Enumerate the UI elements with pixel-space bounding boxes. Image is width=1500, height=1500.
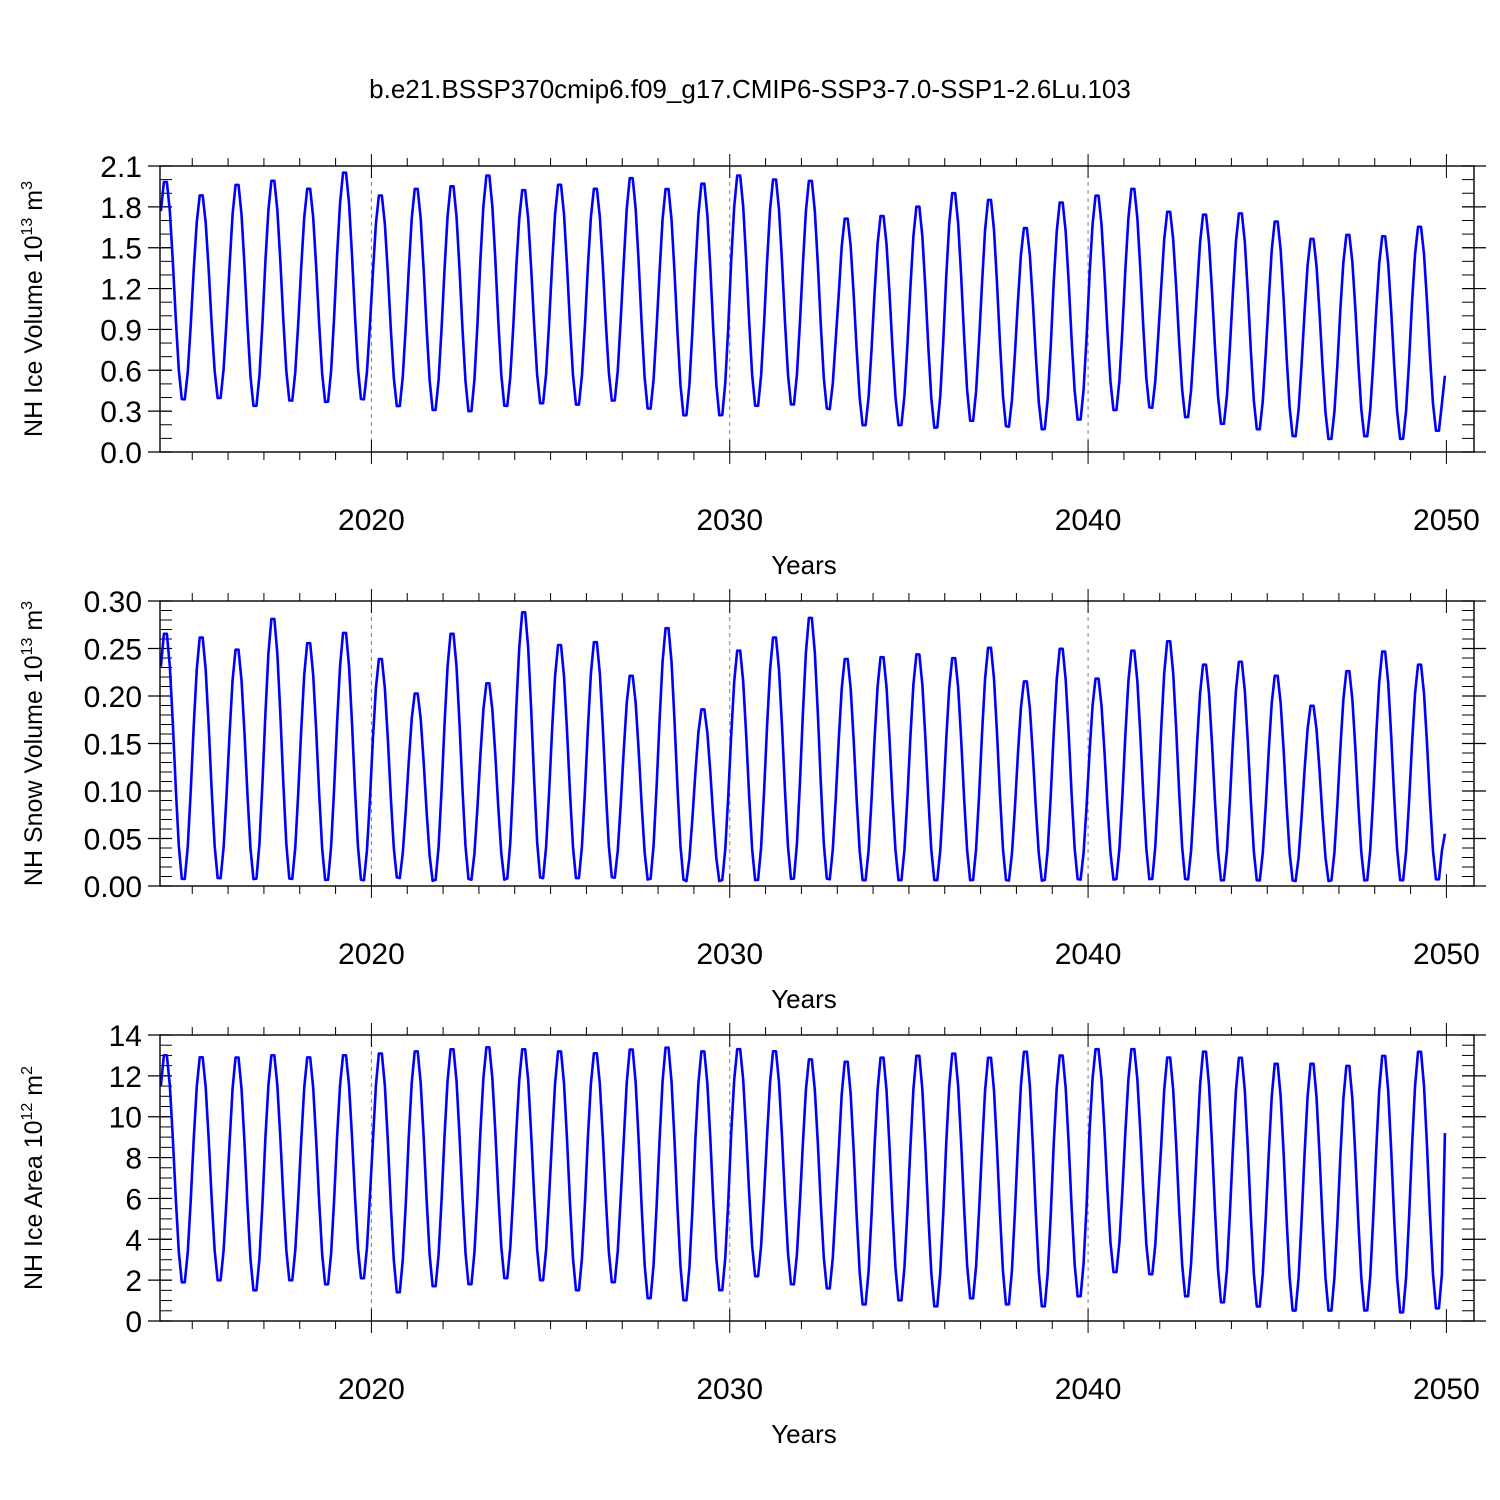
y-tick-label: 10 [109,1102,142,1135]
x-tick-label: 2050 [1413,1373,1480,1406]
series-line-snow-volume [159,611,1447,883]
x-axis-label: Years [771,984,837,1014]
y-tick-label: 0.15 [84,729,142,762]
series-line-ice-volume [159,171,1447,441]
x-tick-label: 2050 [1413,504,1480,537]
y-tick-label: 6 [125,1183,142,1216]
figure-title: b.e21.BSSP370cmip6.f09_g17.CMIP6-SSP3-7.… [369,74,1131,104]
y-tick-label: 2 [125,1265,142,1298]
y-tick-label: 12 [109,1061,142,1094]
series-line-ice-area [159,1045,1447,1314]
y-tick-label: 14 [109,1020,142,1053]
y-tick-label: 2.1 [100,151,142,184]
y-tick-label: 0.0 [100,437,142,470]
y-tick-label: 0.10 [84,776,142,809]
x-axis-label: Years [771,1419,837,1449]
x-tick-label: 2020 [338,938,405,971]
y-axis-label: NH Snow Volume 1013 m3 [19,601,48,886]
plot-frame [159,165,1475,453]
x-tick-label: 2020 [338,504,405,537]
x-tick-label: 2030 [696,938,763,971]
y-tick-label: 0.00 [84,871,142,904]
y-tick-label: 0.9 [100,314,142,347]
panel-snow-volume: 0.00 0.05 0.10 0.15 0.20 0.25 0.30 2020 2030 2040… [19,586,1486,1014]
y-tick-label: 1.8 [100,192,142,225]
panel-ice-volume: 0.0 0.3 0.6 0.9 1.2 1.5 1.8 2.1 2020 2030 2040 2050… [19,151,1486,580]
y-tick-label: 0 [125,1306,142,1339]
x-tick-label: 2030 [696,504,763,537]
y-axis-label: NH Ice Volume 1013 m3 [19,181,48,437]
x-axis-label: Years [771,550,837,580]
y-tick-label: 0.05 [84,824,142,857]
x-tick-label: 2030 [696,1373,763,1406]
x-tick-label: 2040 [1055,938,1122,971]
x-tick-label: 2020 [338,1373,405,1406]
y-tick-label: 0.30 [84,586,142,619]
plot-frame [159,1034,1475,1322]
y-tick-label: 4 [125,1224,142,1257]
y-tick-label: 1.5 [100,233,142,266]
panel-ice-area: 0 2 4 6 8 10 12 14 2020 2030 2040 2050 Years NH Ice A… [19,1020,1486,1449]
x-tick-label: 2050 [1413,938,1480,971]
y-tick-label: 0.20 [84,681,142,714]
y-tick-label: 8 [125,1143,142,1176]
y-tick-label: 0.3 [100,396,142,429]
y-tick-label: 0.25 [84,634,142,667]
y-axis-label: NH Ice Area 1012 m2 [19,1066,48,1290]
y-tick-label: 0.6 [100,355,142,388]
y-tick-label: 1.2 [100,274,142,307]
x-tick-label: 2040 [1055,1373,1122,1406]
plot-frame [159,600,1475,887]
x-tick-label: 2040 [1055,504,1122,537]
